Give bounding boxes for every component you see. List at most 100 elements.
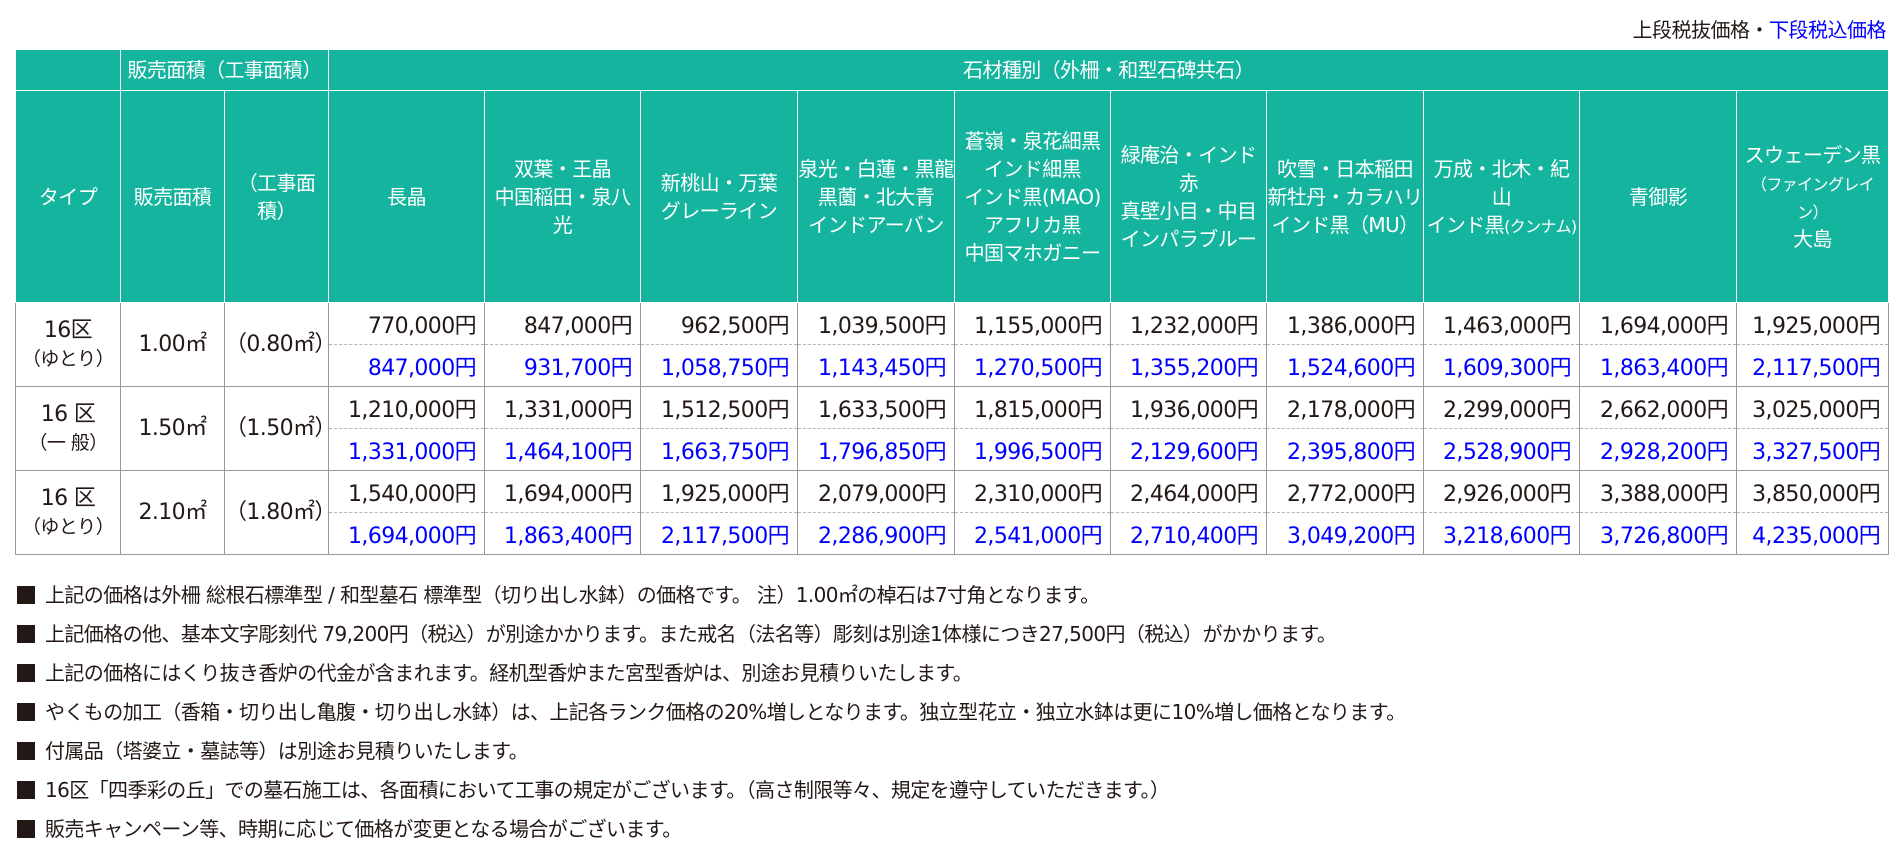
header-stone-line: 青御影: [1628, 184, 1688, 209]
header-stone-line: インド細黒: [984, 156, 1082, 181]
note-item: やくもの加工（香箱・切り出し亀腹・切り出し水鉢）は、上記各ランク価格の20%増し…: [17, 693, 1406, 732]
header-stone-5: 緑庵治・インド赤 真壁小目・中目 インパラブルー: [1110, 90, 1267, 303]
price-pre-tax: 1,039,500円: [797, 302, 955, 345]
price-with-tax: 1,143,450円: [797, 344, 955, 387]
table-row: 16 区 （ゆとり） 2.10㎡ （1.80㎡） 1,540,000円 1,694,000…: [15, 470, 1890, 555]
price-table: 販売面積（工事面積） 石材種別（外柵・和型石碑共石） タイプ 販売面積 （工事面…: [15, 49, 1890, 555]
price-with-tax: 847,000円: [328, 344, 485, 387]
price-pre-tax: 1,540,000円: [328, 470, 485, 513]
price-pre-tax: 1,155,000円: [954, 302, 1111, 345]
header-type: タイプ: [15, 90, 121, 303]
price-pre-tax: 1,331,000円: [484, 386, 641, 429]
header-sale-area: 販売面積: [120, 90, 225, 303]
note-item: 16区「四季彩の丘」での墓石施工は、各面積において工事の規定がございます。（高さ…: [17, 771, 1406, 810]
price-with-tax: 3,049,200円: [1266, 512, 1424, 555]
row-type-sub: （ゆとり）: [21, 515, 115, 538]
tax-note: 上段税抜価格・下段税込価格: [1633, 14, 1887, 43]
price-pre-tax: 2,464,000円: [1110, 470, 1267, 513]
table-row: 1,694,000円 1,863,400円 2,117,500円 2,286,900円…: [16, 512, 1890, 555]
header-stone-line: 黒薗・北大青: [817, 184, 935, 209]
price-with-tax: 3,218,600円: [1423, 512, 1580, 555]
price-with-tax: 1,464,100円: [484, 428, 641, 471]
row-sale-area: 2.10㎡: [120, 470, 225, 555]
row-work-area: （1.50㎡）: [224, 386, 336, 471]
price-with-tax: 2,710,400円: [1110, 512, 1267, 555]
price-with-tax: 1,058,750円: [640, 344, 798, 387]
price-with-tax: 1,663,750円: [640, 428, 798, 471]
header-stone-line: インド黒: [1426, 212, 1505, 237]
note-item: 上記の価格は外柵 総根石標準型 / 和型墓石 標準型（切り出し水鉢）の価格です。…: [17, 576, 1406, 615]
price-with-tax: 1,694,000円: [328, 512, 485, 555]
row-work-area: （1.80㎡）: [224, 470, 336, 555]
row-type-sub: （ゆとり）: [21, 347, 115, 370]
price-with-tax: 1,270,500円: [954, 344, 1111, 387]
header-stone-line: 双葉・王晶: [514, 156, 612, 181]
note-item: 販売キャンペーン等、時期に応じて価格が変更となる場合がございます。: [17, 810, 1406, 849]
header-stone-8: 青御影: [1579, 90, 1737, 303]
note-item: 上記価格の他、基本文字彫刻代 79,200円（税込）が別途かかります。また戒名（…: [17, 615, 1406, 654]
price-with-tax: 1,609,300円: [1423, 344, 1580, 387]
header-stone-group: 石材種別（外柵・和型石碑共石）: [327, 49, 1890, 91]
note-text: 上記価格の他、基本文字彫刻代 79,200円（税込）が別途かかります。また戒名（…: [45, 622, 1337, 646]
header-stone-line: 蒼嶺・泉花細黒: [964, 128, 1101, 153]
header-stone-line: 緑庵治・インド赤: [1120, 142, 1257, 195]
header-stone-7: 万成・北木・紀山 インド黒(クンナム): [1423, 90, 1580, 303]
price-with-tax: 1,796,850円: [797, 428, 955, 471]
note-text: 上記の価格にはくり抜き香炉の代金が含まれます。経机型香炉また宮型香炉は、別途お見…: [45, 661, 973, 685]
price-with-tax: 1,863,400円: [1579, 344, 1737, 387]
price-pre-tax: 2,926,000円: [1423, 470, 1580, 513]
header-stone-1: 双葉・王晶 中国稲田・泉八光: [484, 90, 641, 303]
price-pre-tax: 1,936,000円: [1110, 386, 1267, 429]
price-pre-tax: 1,210,000円: [328, 386, 485, 429]
header-work-area: （工事面積）: [224, 90, 329, 303]
table-row: 1,331,000円 1,464,100円 1,663,750円 1,796,850円…: [16, 428, 1890, 471]
square-bullet-icon: [17, 625, 35, 643]
note-text: 上記の価格は外柵 総根石標準型 / 和型墓石 標準型（切り出し水鉢）の価格です。…: [45, 583, 1100, 607]
price-pre-tax: 3,388,000円: [1579, 470, 1737, 513]
price-pre-tax: 2,310,000円: [954, 470, 1111, 513]
header-stone-line: 吹雪・日本稲田: [1277, 156, 1413, 181]
price-pre-tax: 1,386,000円: [1266, 302, 1424, 345]
header-stone-0: 長晶: [328, 90, 485, 303]
header-stone-6: 吹雪・日本稲田 新牡丹・カラハリ インド黒（MU）: [1266, 90, 1424, 303]
row-type-label: 16区: [43, 318, 93, 343]
header-stone-line: (クンナム): [1504, 216, 1577, 236]
header-stone-3: 泉光・白蓮・黒龍 黒薗・北大青 インドアーバン: [797, 90, 955, 303]
tax-note-post: 下段税込価格: [1769, 18, 1887, 42]
price-with-tax: 2,117,500円: [640, 512, 798, 555]
square-bullet-icon: [17, 586, 35, 604]
price-with-tax: 931,700円: [484, 344, 641, 387]
note-text: 付属品（塔婆立・墓誌等）は別途お見積りいたします。: [45, 739, 529, 763]
price-pre-tax: 847,000円: [484, 302, 641, 345]
header-stone-line: インパラブルー: [1120, 226, 1257, 251]
square-bullet-icon: [17, 742, 35, 760]
price-with-tax: 1,863,400円: [484, 512, 641, 555]
price-pre-tax: 962,500円: [640, 302, 798, 345]
header-stone-line: 長晶: [387, 184, 426, 209]
price-with-tax: 2,541,000円: [954, 512, 1111, 555]
header-stone-line: 新牡丹・カラハリ: [1267, 184, 1424, 209]
header-blank: [15, 49, 121, 91]
note-text: 販売キャンペーン等、時期に応じて価格が変更となる場合がございます。: [45, 817, 682, 841]
price-with-tax: 1,996,500円: [954, 428, 1111, 471]
header-stone-line: インド黒(MAO): [964, 184, 1101, 209]
price-pre-tax: 2,662,000円: [1579, 386, 1737, 429]
header-stone-line: スウェーデン黒: [1744, 142, 1881, 167]
note-item: 上記の価格にはくり抜き香炉の代金が含まれます。経机型香炉また宮型香炉は、別途お見…: [17, 654, 1406, 693]
square-bullet-icon: [17, 703, 35, 721]
price-pre-tax: 1,815,000円: [954, 386, 1111, 429]
header-stone-2: 新桃山・万葉 グレーライン: [640, 90, 798, 303]
square-bullet-icon: [17, 664, 35, 682]
price-with-tax: 4,235,000円: [1735, 512, 1890, 555]
price-pre-tax: 1,463,000円: [1423, 302, 1580, 345]
price-with-tax: 1,524,600円: [1266, 344, 1424, 387]
price-pre-tax: 2,178,000円: [1266, 386, 1424, 429]
price-pre-tax: 3,850,000円: [1735, 470, 1890, 513]
header-stone-4: 蒼嶺・泉花細黒 インド細黒 インド黒(MAO) アフリカ黒 中国マホガニー: [954, 90, 1111, 303]
note-text: やくもの加工（香箱・切り出し亀腹・切り出し水鉢）は、上記各ランク価格の20%増し…: [45, 700, 1406, 724]
header-stone-line: 大島: [1793, 226, 1832, 251]
square-bullet-icon: [17, 820, 35, 838]
price-pre-tax: 1,694,000円: [484, 470, 641, 513]
header-stone-line: グレーライン: [660, 198, 778, 223]
price-with-tax: 1,355,200円: [1110, 344, 1267, 387]
